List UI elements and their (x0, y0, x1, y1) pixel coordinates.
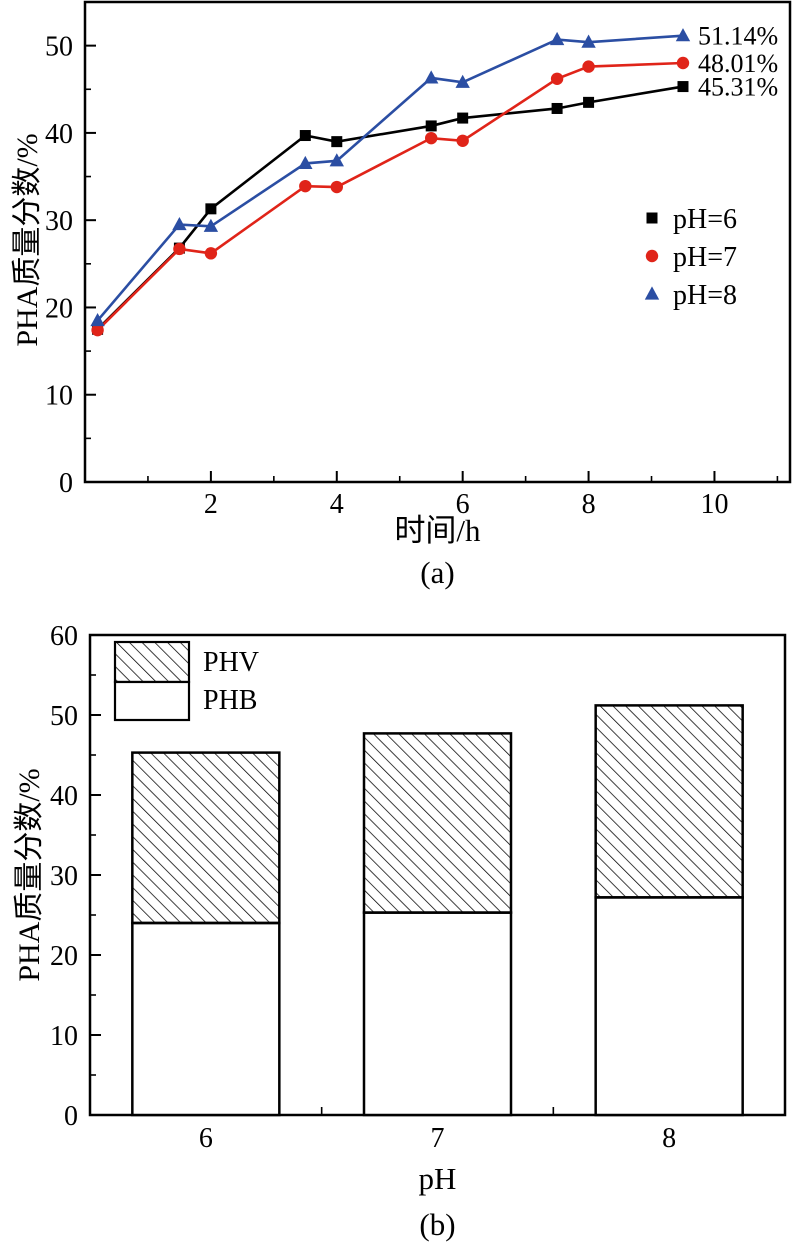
y-tick-label: 20 (45, 293, 73, 324)
data-point-pH=8 (424, 70, 439, 84)
chart-b-xlabel: pH (418, 1161, 457, 1196)
data-point-pH=6 (425, 120, 437, 132)
chart-a-ylabel: PHA质量分数/% (11, 133, 44, 347)
legend-label-phb: PHB (203, 685, 257, 716)
x-tick-label: 10 (700, 489, 728, 520)
legend-label-pH=7: pH=7 (673, 242, 737, 273)
data-point-pH=6 (299, 130, 311, 142)
x-tick-label: 4 (330, 489, 344, 520)
data-point-pH=7 (582, 60, 595, 73)
data-point-pH=7 (299, 179, 312, 193)
y-tick-label: 10 (50, 1021, 78, 1052)
series-line-pH=8 (96, 34, 684, 322)
end-value-annotation: 48.01% (698, 49, 778, 78)
data-point-pH=8 (203, 218, 219, 232)
data-point-pH=8 (90, 312, 105, 327)
y-tick-label: 60 (50, 621, 78, 652)
chart-a-caption: (a) (420, 555, 455, 590)
end-value-annotation: 45.31% (698, 73, 778, 102)
data-point-pH=7 (676, 56, 690, 70)
chart-b-caption: (b) (419, 1207, 456, 1242)
end-value-annotation: 51.14% (698, 22, 778, 51)
x-category-label: 8 (662, 1123, 676, 1154)
y-tick-label: 50 (45, 32, 73, 63)
legend-marker-pH=7 (645, 249, 659, 263)
y-tick-label: 50 (50, 701, 78, 732)
legend-label-pH=6: pH=6 (673, 204, 737, 235)
y-tick-label: 30 (45, 206, 73, 237)
y-tick-label: 30 (50, 861, 78, 892)
data-point-pH=7 (91, 323, 104, 337)
x-tick-label: 6 (456, 489, 470, 520)
data-point-pH=8 (455, 74, 470, 88)
data-point-pH=8 (329, 153, 344, 167)
legend-label-pH=8: pH=8 (673, 280, 737, 311)
data-point-pH=6 (205, 203, 217, 215)
data-point-pH=7 (204, 247, 218, 260)
series-line-pH=6 (96, 85, 684, 331)
data-point-pH=7 (173, 242, 186, 256)
plot-frame-a (83, 0, 792, 484)
y-tick-label: 0 (64, 1101, 78, 1132)
legend-swatch-phv (113, 640, 191, 684)
y-tick-label: 40 (45, 119, 73, 150)
legend-label-phv: PHV (203, 647, 259, 678)
data-point-pH=6 (677, 81, 689, 93)
legend-swatch-phb (113, 680, 191, 722)
bar-phb-ph6 (131, 921, 281, 1117)
x-tick-label: 2 (204, 489, 218, 520)
x-category-label: 6 (199, 1123, 213, 1154)
data-point-pH=6 (331, 136, 343, 148)
chart-a-xlabel: 时间/h (394, 513, 481, 548)
series-line-pH=7 (96, 61, 684, 332)
bar-chart-svg: 0 10 20 30 40 50 60 6 7 8 PHV PHB (50, 621, 787, 1154)
data-point-pH=6 (457, 112, 469, 124)
data-point-pH=6 (551, 102, 563, 114)
data-point-pH=7 (550, 72, 564, 86)
x-category-label: 7 (431, 1123, 445, 1154)
data-point-pH=8 (581, 34, 596, 48)
data-point-pH=7 (425, 131, 438, 145)
legend-marker-pH=8 (644, 286, 660, 300)
bar-phb-ph8 (594, 896, 744, 1117)
data-point-pH=8 (298, 155, 313, 170)
y-tick-label: 0 (59, 468, 73, 499)
data-point-pH=8 (172, 216, 187, 231)
data-point-pH=7 (330, 180, 343, 194)
y-tick-label: 40 (50, 781, 78, 812)
bar-phv-ph6 (131, 751, 281, 925)
data-point-pH=6 (583, 96, 595, 108)
chart-b-ylabel: PHA质量分数/% (13, 768, 46, 982)
line-chart-svg: 2 4 6 8 10 0 10 20 30 40 50 pH=6 pH=7 pH=8 51.14%48.01… (45, 0, 792, 520)
y-tick-label: 20 (50, 941, 78, 972)
data-point-pH=8 (549, 31, 565, 46)
bar-phv-ph8 (594, 704, 744, 899)
data-point-pH=7 (456, 134, 469, 147)
data-point-pH=8 (675, 28, 691, 42)
x-tick-label: 8 (582, 489, 596, 520)
legend-marker-pH=6 (646, 212, 658, 224)
y-tick-label: 10 (45, 381, 73, 412)
bar-phv-ph7 (362, 732, 513, 914)
bar-phb-ph7 (362, 911, 513, 1117)
